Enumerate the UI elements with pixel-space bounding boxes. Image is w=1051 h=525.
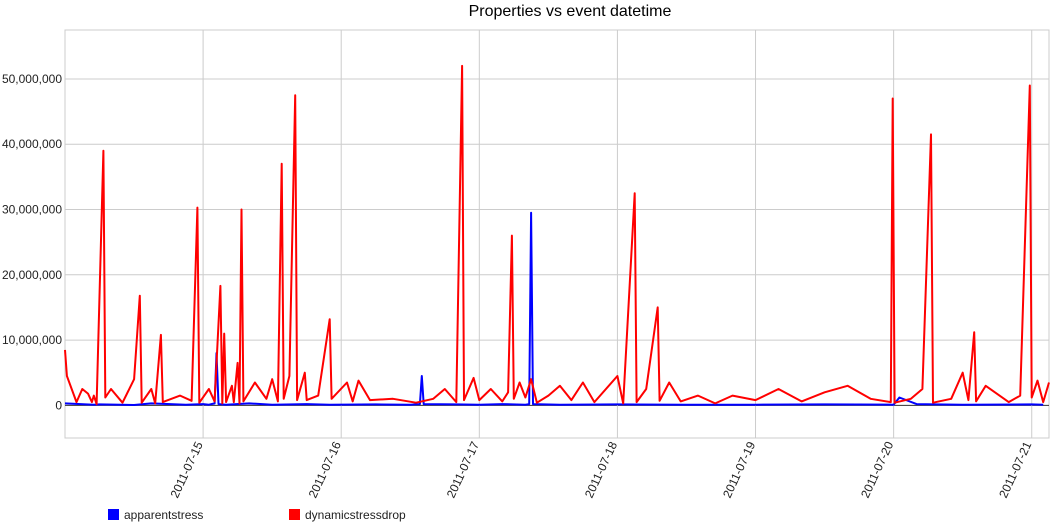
x-tick-label: 2011-07-17 — [444, 439, 482, 500]
legend: apparentstress dynamicstressdrop — [108, 508, 406, 522]
y-tick-label: 50,000,000 — [2, 72, 62, 86]
legend-swatch-apparentstress — [108, 509, 119, 520]
y-tick-label: 40,000,000 — [2, 137, 62, 151]
y-axis-ticks: 0 10,000,000 20,000,000 30,000,000 40,000,00… — [2, 72, 62, 412]
y-tick-label: 20,000,000 — [2, 268, 62, 282]
x-tick-label: 2011-07-21 — [996, 439, 1034, 500]
x-tick-label: 2011-07-18 — [582, 439, 620, 500]
legend-label-apparentstress: apparentstress — [124, 508, 203, 522]
series-line-apparentstress — [64, 211, 1044, 406]
series-line-dynamicstressdrop — [64, 64, 1050, 406]
legend-swatch-dynamicstressdrop — [289, 509, 300, 520]
y-tick-label: 30,000,000 — [2, 203, 62, 217]
series-lines — [64, 64, 1050, 406]
x-tick-label: 2011-07-16 — [306, 439, 344, 500]
chart-title: Properties vs event datetime — [469, 3, 672, 20]
x-tick-label: 2011-07-19 — [720, 439, 758, 500]
x-tick-label: 2011-07-20 — [858, 439, 896, 500]
x-axis-ticks: 2011-07-15 2011-07-16 2011-07-17 2011-07-18… — [168, 439, 1035, 500]
legend-label-dynamicstressdrop: dynamicstressdrop — [305, 508, 406, 522]
y-tick-label: 10,000,000 — [2, 333, 62, 347]
plot-area — [64, 29, 1050, 439]
x-tick-label: 2011-07-15 — [168, 439, 206, 500]
y-tick-label: 0 — [55, 398, 62, 412]
